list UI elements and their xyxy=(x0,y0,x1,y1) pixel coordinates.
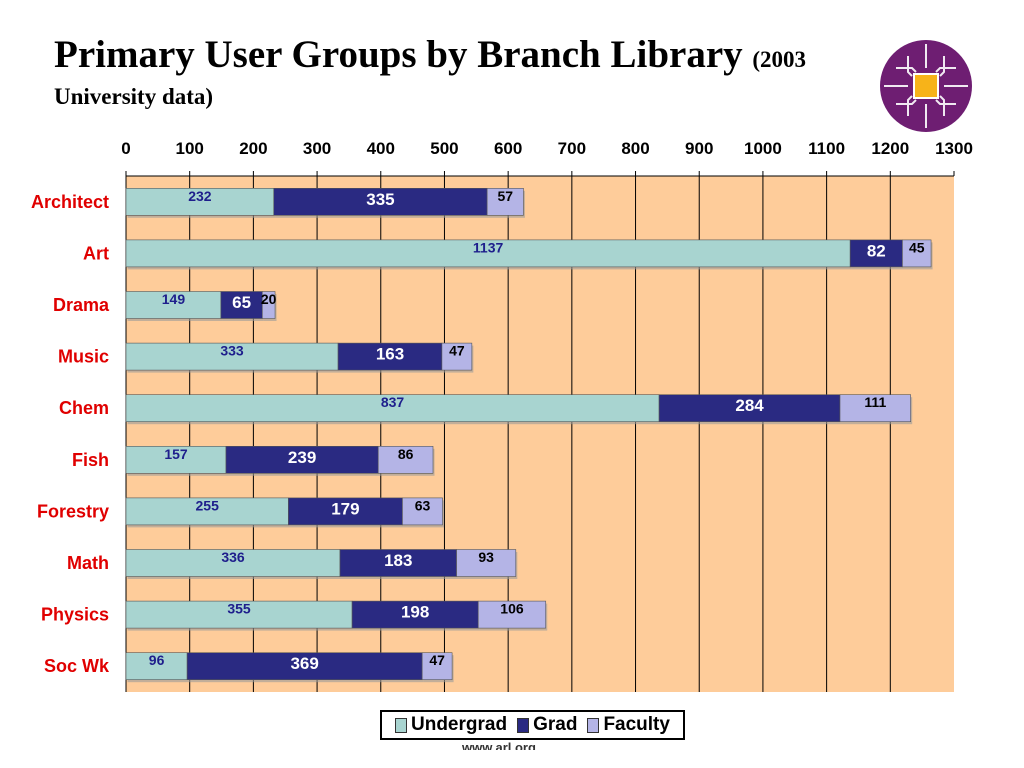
data-label: 336 xyxy=(221,549,245,565)
title-main: Primary User Groups by Branch Library xyxy=(54,33,743,76)
bar-grad xyxy=(288,497,403,526)
data-label: 65 xyxy=(232,293,251,312)
data-label: 47 xyxy=(449,343,465,359)
legend: Undergrad Grad Faculty xyxy=(380,710,685,740)
data-label: 355 xyxy=(227,601,251,617)
data-label: 232 xyxy=(188,188,212,204)
bar-faculty xyxy=(902,239,932,268)
x-tick-label: 900 xyxy=(685,139,713,158)
data-label: 45 xyxy=(909,239,925,255)
bar-undergrad xyxy=(125,291,222,319)
legend-label: Undergrad xyxy=(411,714,508,735)
x-tick-label: 600 xyxy=(494,139,522,158)
bar-faculty xyxy=(839,394,911,423)
bar-undergrad xyxy=(125,445,227,474)
data-label: 63 xyxy=(415,497,431,513)
footer-text: www.arl.org xyxy=(462,740,536,750)
x-tick-label: 0 xyxy=(121,139,130,158)
bar-grad xyxy=(225,445,379,474)
data-label: 93 xyxy=(478,549,494,565)
legend-item-undergrad: Undergrad xyxy=(395,714,507,736)
data-label: 183 xyxy=(384,551,412,570)
legend-item-faculty: Faculty xyxy=(587,714,670,736)
bar-undergrad xyxy=(125,342,339,371)
bar-grad xyxy=(339,549,457,577)
category-label: Soc Wk xyxy=(44,656,110,676)
data-label: 149 xyxy=(162,291,186,307)
bar-undergrad xyxy=(125,188,275,216)
data-label: 106 xyxy=(500,601,524,617)
data-label: 369 xyxy=(290,654,318,673)
data-label: 179 xyxy=(331,499,359,518)
data-label: 837 xyxy=(381,394,405,410)
x-tick-label: 1200 xyxy=(871,139,909,158)
category-label: Architect xyxy=(31,192,109,212)
data-label: 239 xyxy=(288,448,316,467)
data-label: 335 xyxy=(366,190,394,209)
chart-title: Primary User Groups by Branch Library (2… xyxy=(54,32,884,111)
university-logo-icon xyxy=(880,40,972,132)
data-label: 57 xyxy=(497,188,513,204)
category-label: Chem xyxy=(59,398,109,418)
data-label: 82 xyxy=(867,241,886,260)
data-label: 255 xyxy=(196,497,220,513)
bar-undergrad xyxy=(125,497,289,526)
x-tick-label: 1000 xyxy=(744,139,782,158)
x-tick-label: 100 xyxy=(176,139,204,158)
bar-undergrad xyxy=(125,394,660,423)
data-label: 163 xyxy=(376,345,404,364)
category-label: Fish xyxy=(72,450,109,470)
x-tick-label: 800 xyxy=(621,139,649,158)
bar-undergrad xyxy=(125,239,851,268)
data-label: 20 xyxy=(261,291,277,307)
bar-grad xyxy=(337,342,443,371)
category-label: Art xyxy=(83,243,109,263)
category-label: Math xyxy=(67,553,109,573)
bar-grad xyxy=(220,291,263,319)
category-label: Physics xyxy=(41,605,109,625)
bar-faculty xyxy=(456,549,517,577)
x-tick-label: 1100 xyxy=(808,139,845,158)
bar-grad xyxy=(658,394,841,423)
legend-item-grad: Grad xyxy=(517,714,577,736)
legend-label: Faculty xyxy=(603,714,670,735)
bar-faculty xyxy=(421,652,453,681)
category-label: Drama xyxy=(53,295,110,315)
bar-faculty xyxy=(486,188,524,216)
x-tick-label: 300 xyxy=(303,139,331,158)
title-line2: University data) xyxy=(54,84,214,109)
bar-undergrad xyxy=(125,549,341,577)
data-label: 333 xyxy=(220,343,244,359)
title-sub: (2003 xyxy=(752,47,807,72)
bar-grad xyxy=(351,600,479,629)
data-label: 284 xyxy=(735,396,764,415)
data-label: 47 xyxy=(429,652,445,668)
data-label: 1137 xyxy=(473,239,504,255)
data-label: 198 xyxy=(401,603,429,622)
data-label: 96 xyxy=(149,652,165,668)
legend-swatch xyxy=(395,717,407,733)
bar-grad xyxy=(273,188,488,216)
category-label: Forestry xyxy=(37,501,109,521)
x-tick-label: 500 xyxy=(430,139,458,158)
bar-undergrad xyxy=(125,600,353,629)
x-tick-label: 400 xyxy=(367,139,395,158)
bar-faculty xyxy=(477,600,547,629)
data-label: 86 xyxy=(398,446,414,462)
x-tick-label: 700 xyxy=(558,139,586,158)
legend-label: Grad xyxy=(533,714,578,735)
data-label: 111 xyxy=(864,394,886,410)
x-tick-label: 1300 xyxy=(935,139,973,158)
legend-swatch xyxy=(587,717,600,733)
legend-swatch xyxy=(517,717,530,733)
bar-faculty xyxy=(377,445,434,474)
bar-grad xyxy=(849,239,903,268)
bar-faculty xyxy=(262,291,276,319)
category-label: Music xyxy=(58,347,109,367)
bar-faculty xyxy=(441,342,473,371)
data-label: 157 xyxy=(164,446,188,462)
bar-faculty xyxy=(402,497,443,526)
x-tick-label: 200 xyxy=(239,139,267,158)
